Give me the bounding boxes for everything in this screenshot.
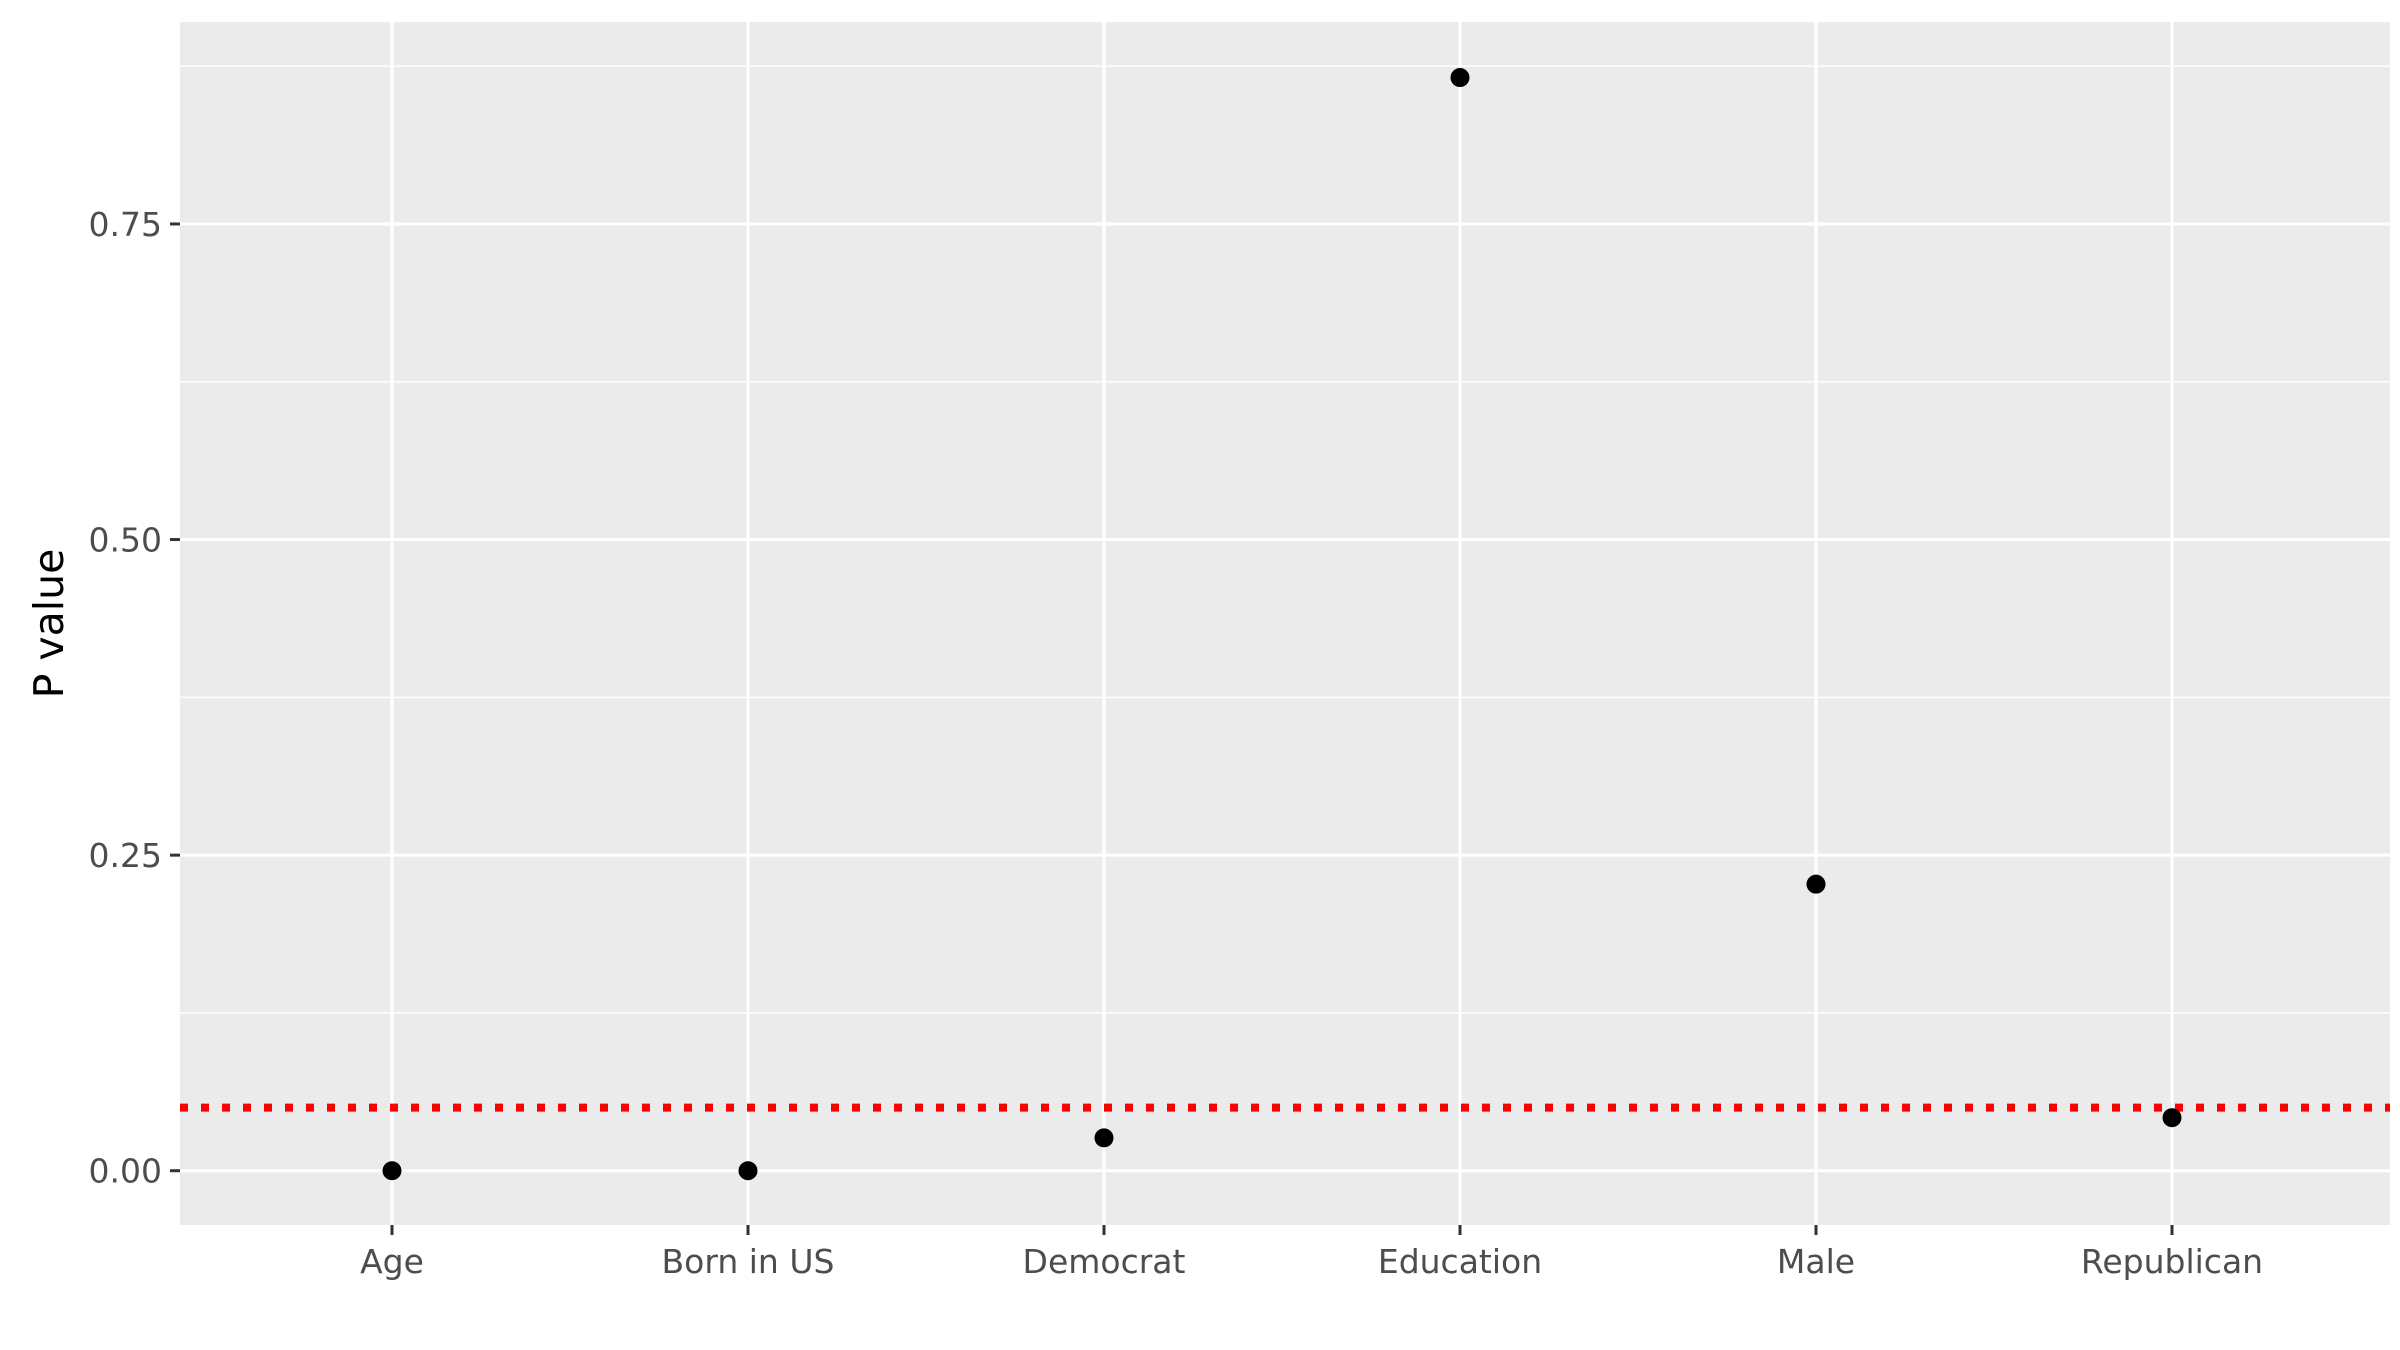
major-gridlines [180, 22, 2390, 1225]
x-tick-label: Democrat [1023, 1242, 1186, 1281]
data-points [382, 68, 2182, 1181]
data-point-born-in-us [738, 1161, 758, 1181]
y-tick-label: 0.00 [89, 1152, 162, 1191]
y-tick-label: 0.25 [89, 836, 162, 875]
y-axis: 0.00 0.25 0.50 0.75 [89, 205, 180, 1191]
data-point-democrat [1094, 1128, 1114, 1148]
x-tick-label: Born in US [662, 1242, 835, 1281]
x-tick-label: Age [360, 1242, 424, 1281]
minor-gridlines [180, 65, 2390, 1014]
data-point-education [1450, 68, 1470, 88]
x-tick-label: Republican [2081, 1242, 2263, 1281]
data-point-republican [2162, 1108, 2182, 1128]
x-tick-label: Male [1777, 1242, 1855, 1281]
data-point-male [1806, 874, 1826, 894]
y-tick-label: 0.50 [89, 521, 162, 560]
y-tick-label: 0.75 [89, 205, 162, 244]
y-axis-title: P value [25, 549, 73, 699]
data-point-age [382, 1161, 402, 1181]
plot-panel [180, 22, 2390, 1225]
x-axis: Age Born in US Democrat Education Male Republ… [360, 1225, 2263, 1281]
x-tick-label: Education [1378, 1242, 1542, 1281]
